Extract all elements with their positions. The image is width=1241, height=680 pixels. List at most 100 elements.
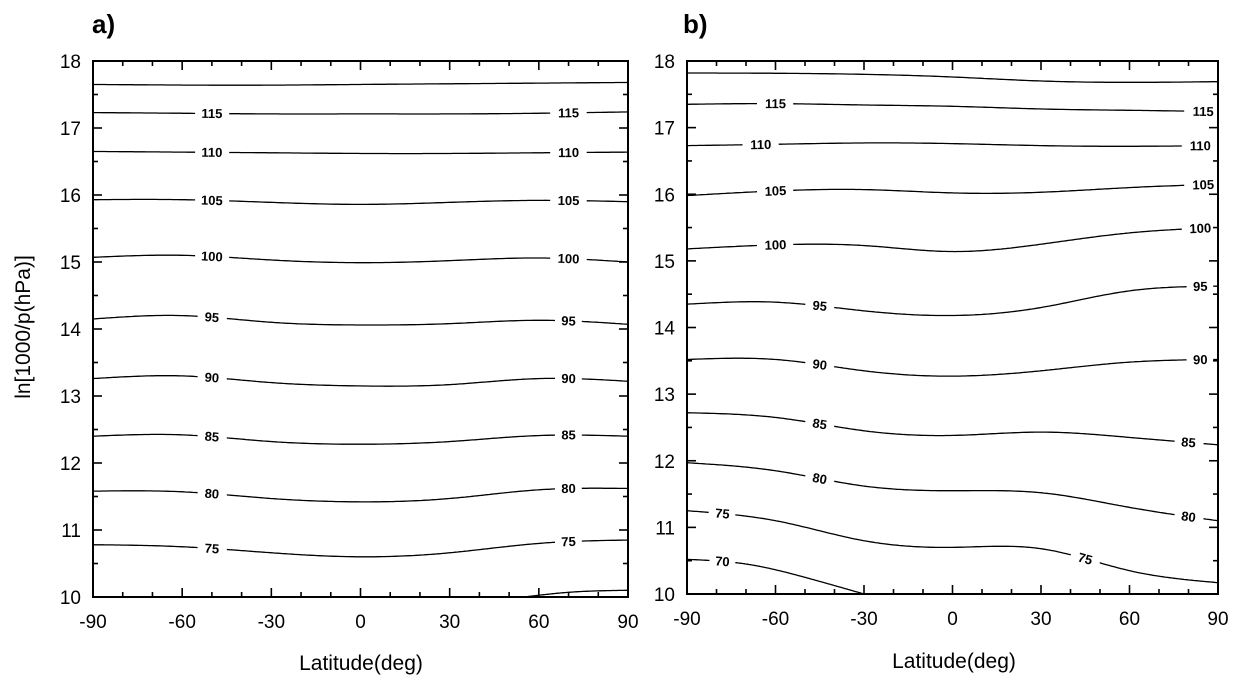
panel-b-contour-labels: 115 115 110 110 105 105 100 100 95 95 90 90 85 85 80 80…	[715, 96, 1215, 569]
contour-level-label: 115	[558, 105, 579, 120]
y-tick-label: 10	[654, 585, 675, 606]
contour-level-label: 115	[201, 106, 222, 121]
x-tick-label: -30	[258, 612, 285, 633]
panel-a-label: a)	[92, 9, 115, 39]
panel-b-x-axis-label: Latitude(deg)	[892, 650, 1016, 673]
y-tick-label: 15	[60, 253, 81, 274]
contour-line	[686, 510, 1219, 584]
contour-line	[93, 487, 629, 503]
contour-level-label: 85	[811, 415, 828, 432]
contour-level-label: 70	[715, 553, 731, 569]
contour-level-label: 75	[204, 541, 219, 557]
x-tick-label: 60	[528, 612, 549, 633]
y-tick-label: 17	[654, 119, 675, 140]
x-tick-label: 90	[617, 612, 638, 633]
contour-line	[92, 433, 629, 445]
y-tick-label: 18	[654, 52, 675, 73]
contour-line	[92, 314, 629, 326]
y-tick-label: 10	[60, 588, 81, 609]
panel-a-y-axis-label: ln[1000/p(hPa)]	[12, 255, 35, 399]
contour-level-label: 90	[1193, 352, 1208, 367]
contour-level-label: 90	[812, 356, 828, 373]
contour-level-label: 85	[561, 428, 575, 443]
contour-level-label: 85	[1181, 434, 1197, 450]
x-tick-label: 30	[1030, 609, 1051, 630]
contour-level-label: 105	[201, 193, 223, 209]
x-tick-label: -60	[762, 609, 789, 630]
y-tick-label: 14	[60, 320, 82, 341]
panel-b-contours	[686, 72, 1219, 595]
panel-a-ticks: -90 -60 -30 0 30 60 90 10 11 12 13 14 15 16 17 18	[60, 52, 639, 633]
contour-level-label: 105	[1192, 177, 1214, 193]
x-tick-label: -60	[168, 612, 195, 633]
contour-level-label: 80	[561, 481, 576, 496]
contour-level-label: 80	[1180, 508, 1196, 525]
x-tick-label: 30	[439, 612, 460, 633]
y-tick-label: 14	[654, 319, 676, 340]
contour-level-label: 85	[204, 429, 220, 445]
y-tick-label: 13	[60, 387, 81, 408]
y-tick-label: 12	[60, 454, 81, 475]
y-tick-label: 11	[61, 521, 81, 542]
contour-level-label: 95	[561, 313, 576, 329]
contour-level-label: 95	[204, 309, 220, 325]
contour-level-label: 100	[764, 237, 786, 253]
panel-b: b) Latitude(deg) -90 -60 -30 0 30 60 90 10 11 12 1…	[654, 9, 1229, 673]
contour-level-label: 90	[561, 371, 576, 386]
y-tick-label: 11	[655, 518, 675, 539]
x-tick-label: 90	[1207, 609, 1228, 630]
y-tick-label: 12	[654, 452, 675, 473]
contour-level-label: 110	[750, 137, 771, 152]
y-tick-label: 15	[654, 252, 675, 273]
x-tick-label: 0	[355, 612, 366, 633]
contour-line	[92, 375, 629, 387]
contour-level-label: 100	[201, 248, 223, 264]
contour-level-label: 100	[557, 251, 579, 267]
contour-line	[686, 285, 1218, 317]
contour-level-label: 115	[1193, 104, 1214, 119]
panel-b-label: b)	[683, 9, 708, 39]
panel-a: a) Latitude(deg) ln[1000/p(hPa)] -90 -60-…	[12, 9, 639, 675]
contour-line	[687, 102, 1185, 112]
x-tick-label: -30	[850, 609, 877, 630]
contour-level-label: 75	[561, 534, 576, 550]
panel-b-plot-frame	[686, 60, 1219, 595]
contour-line	[92, 254, 629, 264]
contour-level-label: 95	[1193, 279, 1208, 294]
panel-a-plot-frame	[92, 60, 629, 598]
contour-line	[93, 198, 629, 206]
contour-level-label: 110	[558, 145, 579, 160]
panel-a-contour-labels: 115 115 110 110 105 105 100 100 95 95 90 90 85 85 80 80…	[201, 105, 580, 556]
contour-level-label: 105	[764, 183, 786, 199]
y-tick-label: 17	[60, 119, 81, 140]
y-tick-label: 16	[60, 186, 81, 207]
contour-line	[687, 558, 865, 595]
x-tick-label: -90	[673, 609, 700, 630]
contour-level-label: 95	[812, 298, 828, 314]
contour-line	[687, 412, 1219, 446]
contour-line	[93, 81, 629, 86]
contour-line	[686, 357, 1218, 377]
contour-level-label: 100	[1189, 220, 1211, 236]
y-tick-label: 18	[60, 52, 81, 73]
x-tick-label: -90	[79, 612, 106, 633]
contour-level-label: 110	[201, 145, 222, 160]
contour-level-label: 90	[204, 370, 220, 386]
contour-level-label: 105	[558, 193, 580, 208]
contour-line	[92, 539, 628, 558]
panel-b-ticks: -90 -60 -30 0 30 60 90 10 11 12 13 14 15 16 17 18	[654, 52, 1229, 630]
contour-level-label: 110	[1190, 138, 1211, 153]
contour-level-label: 115	[765, 96, 786, 111]
contour-line	[686, 184, 1185, 197]
contour-level-label: 75	[1076, 550, 1094, 568]
contour-level-label: 75	[715, 505, 731, 521]
contour-level-label: 80	[811, 470, 828, 487]
panel-a-x-axis-label: Latitude(deg)	[299, 652, 423, 675]
y-tick-label: 13	[654, 385, 675, 406]
contour-level-label: 80	[204, 486, 220, 502]
contour-line	[687, 72, 1218, 83]
contour-line	[686, 462, 1219, 522]
contour-line	[93, 111, 629, 115]
x-tick-label: 60	[1119, 609, 1140, 630]
panel-a-contours	[92, 81, 629, 598]
